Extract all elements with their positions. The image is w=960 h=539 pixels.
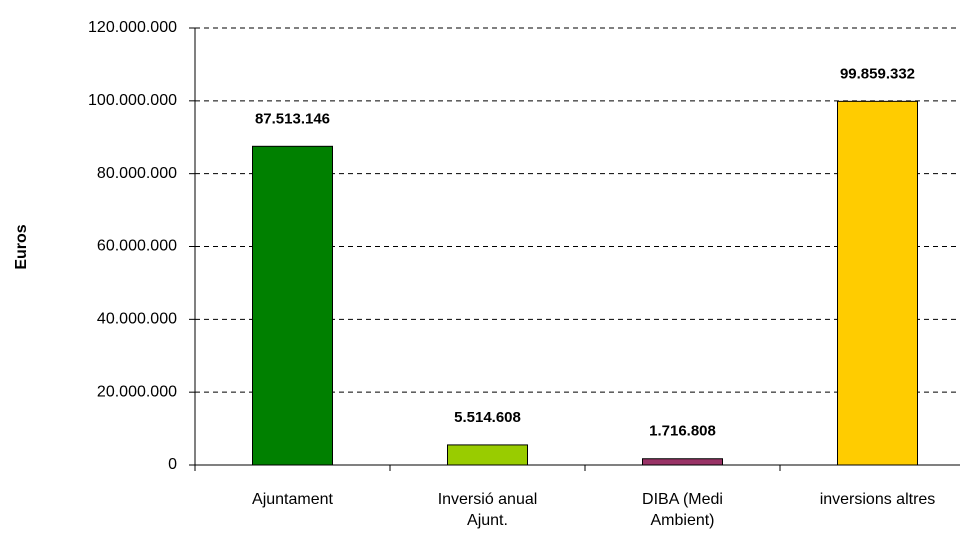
bar <box>642 458 723 466</box>
bar <box>837 100 918 466</box>
y-tick-label: 40.000.000 <box>97 311 177 328</box>
y-tick-label: 120.000.000 <box>88 19 177 36</box>
x-tick-label: Ajuntament <box>252 491 333 508</box>
x-tick-label: Ajunt. <box>467 512 508 529</box>
bar <box>252 145 333 466</box>
y-tick-label: 20.000.000 <box>97 383 177 400</box>
y-axis-label: Euros <box>13 224 30 269</box>
y-tick-label: 60.000.000 <box>97 238 177 255</box>
y-tick-label: 0 <box>168 456 177 473</box>
bar <box>447 444 528 466</box>
value-label: 1.716.808 <box>649 423 716 440</box>
value-label: 99.859.332 <box>840 65 915 82</box>
x-tick-label: inversions altres <box>820 491 936 508</box>
y-tick-label: 80.000.000 <box>97 165 177 182</box>
x-tick-label: Inversió anual <box>438 491 538 508</box>
value-label: 5.514.608 <box>454 409 521 426</box>
y-tick-label: 100.000.000 <box>88 92 177 109</box>
value-label: 87.513.146 <box>255 110 330 127</box>
x-tick-label: DIBA (Medi <box>642 491 723 508</box>
x-tick-label: Ambient) <box>650 512 714 529</box>
